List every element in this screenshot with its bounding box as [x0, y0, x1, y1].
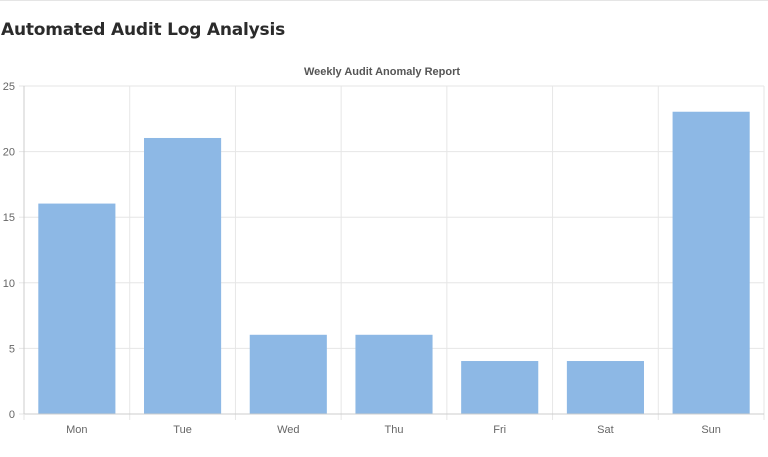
bar-mon[interactable]	[38, 203, 116, 415]
y-tick-label: 20	[3, 147, 15, 159]
bar-chart: Weekly Audit Anomaly Report 0 5 10 15 20 25 M…	[3, 66, 765, 436]
bar-sat[interactable]	[566, 361, 644, 415]
bar-fri[interactable]	[461, 361, 539, 415]
y-tick-label: 10	[3, 278, 15, 290]
y-tick-label: 15	[3, 212, 15, 224]
x-tick-labels: Mon Tue Wed Thu Fri Sat Sun	[66, 424, 721, 436]
top-divider	[0, 0, 768, 1]
x-tick-label: Sat	[597, 424, 614, 436]
bars	[38, 111, 750, 415]
y-tick-label: 25	[3, 81, 15, 93]
page-title: Automated Audit Log Analysis	[1, 20, 285, 40]
chart-container: Weekly Audit Anomaly Report 0 5 10 15 20 25 M…	[0, 58, 768, 448]
bar-wed[interactable]	[249, 334, 327, 415]
bar-thu[interactable]	[355, 334, 433, 415]
x-tick-label: Wed	[277, 424, 299, 436]
axes	[19, 85, 764, 420]
x-tick-label: Mon	[66, 424, 87, 436]
chart-title: Weekly Audit Anomaly Report	[304, 66, 460, 78]
x-tick-label: Tue	[173, 424, 192, 436]
y-tick-label: 5	[9, 343, 15, 355]
y-tick-labels: 0 5 10 15 20 25	[3, 81, 15, 421]
x-tick-label: Sun	[701, 424, 721, 436]
x-tick-label: Thu	[385, 424, 404, 436]
y-tick-label: 0	[9, 409, 15, 421]
x-tick-label: Fri	[493, 424, 506, 436]
bar-sun[interactable]	[672, 111, 750, 415]
bar-tue[interactable]	[144, 137, 222, 415]
